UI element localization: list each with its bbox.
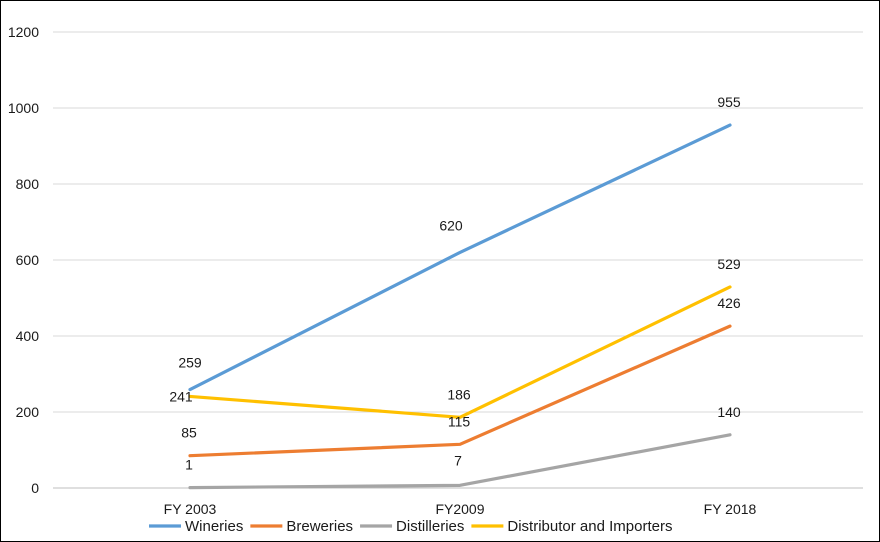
data-label: 85 (181, 425, 197, 441)
y-tick-label: 200 (16, 404, 40, 420)
y-tick-label: 1000 (8, 100, 39, 116)
legend-label: Wineries (185, 518, 243, 535)
y-tick-label: 600 (16, 252, 40, 268)
x-axis: FY 2003 FY2009 FY 2018 (164, 501, 757, 517)
data-label: 7 (454, 452, 462, 468)
data-label: 529 (717, 256, 741, 272)
y-tick-label: 0 (31, 480, 39, 496)
legend-item: Distributor and Importers (471, 518, 672, 535)
data-label: 241 (169, 388, 193, 404)
data-label: 140 (717, 404, 741, 420)
series-line-distributor-and-importers (188, 285, 732, 419)
legend-label: Distributor and Importers (507, 518, 672, 535)
data-label: 115 (448, 413, 471, 429)
legend-label: Distilleries (396, 518, 464, 535)
data-label: 620 (439, 217, 463, 233)
data-labels: 259 620 955 85 115 426 1 7 140 241 186 529 (169, 94, 741, 473)
y-tick-label: 400 (16, 328, 40, 344)
data-label: 426 (717, 295, 741, 311)
y-tick-label: 1200 (8, 24, 39, 40)
data-label: 186 (447, 386, 471, 402)
data-label: 955 (717, 94, 741, 110)
data-label: 1 (185, 457, 193, 473)
gridlines (53, 31, 863, 489)
x-tick-label: FY2009 (435, 501, 484, 517)
x-tick-label: FY 2003 (164, 501, 217, 517)
data-label: 259 (178, 355, 202, 371)
series-line-wineries (188, 123, 732, 392)
legend-item: Breweries (250, 518, 353, 535)
legend: Wineries Breweries Distilleries Distributor… (149, 518, 672, 535)
series-line-breweries (188, 324, 732, 458)
y-axis: 0 200 400 600 800 1000 1200 (8, 24, 39, 496)
x-tick-label: FY 2018 (704, 501, 757, 517)
legend-item: Wineries (149, 518, 243, 535)
legend-label: Breweries (286, 518, 353, 535)
y-tick-label: 800 (16, 176, 40, 192)
legend-item: Distilleries (360, 518, 464, 535)
series-line-distilleries (188, 433, 732, 490)
series-lines (188, 123, 732, 490)
